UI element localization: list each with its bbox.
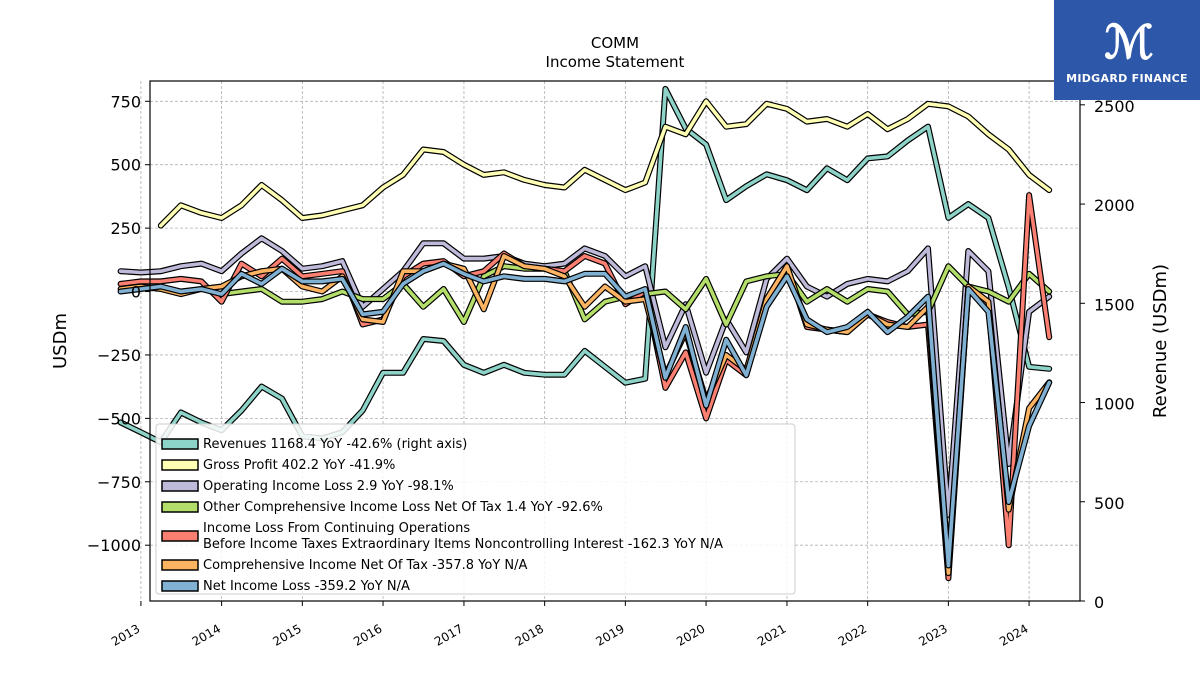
legend-swatch bbox=[161, 559, 199, 571]
legend-swatch bbox=[161, 480, 199, 492]
legend-item-income-loss-from-continuing-operations-before-income-taxes-extraordinary-items-noncontrolling-interest: Income Loss From Continuing Operations Be… bbox=[161, 521, 723, 552]
x-tick-label: 2018 bbox=[513, 621, 546, 648]
x-tick-label: 2023 bbox=[916, 621, 949, 648]
legend-item-revenues: Revenues 1168.4 YoY -42.6% (right axis) bbox=[161, 437, 467, 452]
legend-swatch bbox=[161, 459, 199, 471]
brand-name: MIDGARD FINANCE bbox=[1066, 72, 1188, 85]
left-tick-label: 250 bbox=[110, 219, 141, 238]
legend-swatch bbox=[161, 530, 199, 542]
series-line bbox=[118, 236, 1051, 517]
legend-label-line: Other Comprehensive Income Loss Net Of T… bbox=[203, 500, 603, 515]
x-tick-label: 2017 bbox=[432, 621, 465, 648]
legend-label-line: Revenues 1168.4 YoY -42.6% (right axis) bbox=[203, 437, 467, 452]
series-outline bbox=[157, 98, 1053, 229]
x-tick-label: 2024 bbox=[997, 621, 1030, 648]
x-tick-label: 2016 bbox=[351, 621, 384, 648]
left-axis-label: USDm bbox=[50, 313, 71, 369]
series-net-income-loss bbox=[117, 260, 1053, 569]
series-operating-income-loss bbox=[117, 235, 1053, 518]
legend-label: Comprehensive Income Net Of Tax -357.8 Y… bbox=[203, 558, 528, 573]
legend-label: Revenues 1168.4 YoY -42.6% (right axis) bbox=[203, 437, 467, 452]
x-tick-label: 2022 bbox=[836, 621, 869, 648]
left-tick-label: −500 bbox=[97, 409, 141, 428]
plot-frame bbox=[149, 80, 1081, 602]
x-tick-label: 2015 bbox=[270, 621, 303, 648]
left-tick-label: 750 bbox=[110, 92, 141, 111]
brand-mark-icon: ℳ bbox=[1104, 15, 1153, 69]
chart-title: COMM bbox=[591, 34, 639, 52]
left-tick-label: −1000 bbox=[87, 536, 141, 555]
legend-item-net-income-loss: Net Income Loss -359.2 YoY N/A bbox=[161, 579, 410, 594]
legend-label-line: Before Income Taxes Extraordinary Items … bbox=[203, 537, 723, 552]
legend-box bbox=[155, 423, 796, 595]
legend-item-comprehensive-income-net-of-tax: Comprehensive Income Net Of Tax -357.8 Y… bbox=[161, 558, 528, 573]
legend-label-line: Comprehensive Income Net Of Tax -357.8 Y… bbox=[203, 558, 528, 573]
series-line bbox=[118, 87, 1051, 445]
right-axis-label: Revenue (USDm) bbox=[1150, 264, 1171, 418]
right-tick-label: 0 bbox=[1094, 593, 1104, 612]
legend-swatch bbox=[161, 438, 199, 450]
legend-label: Operating Income Loss 2.9 YoY -98.1% bbox=[203, 479, 454, 494]
legend-swatch bbox=[161, 501, 199, 513]
left-tick-label: 0 bbox=[131, 283, 141, 302]
series-revenues bbox=[117, 85, 1053, 446]
left-tick-label: −750 bbox=[97, 473, 141, 492]
legend-label: Net Income Loss -359.2 YoY N/A bbox=[203, 579, 410, 594]
legend-item-gross-profit: Gross Profit 402.2 YoY -41.9% bbox=[161, 458, 395, 473]
x-tick-label: 2013 bbox=[109, 621, 142, 648]
left-axis-ticks: 750 500 250 0 −250 −500 −750 −1000 bbox=[87, 92, 150, 555]
right-tick-label: 2000 bbox=[1094, 196, 1135, 215]
x-tick-label: 2019 bbox=[593, 621, 626, 648]
series-layer bbox=[117, 85, 1053, 582]
left-tick-label: −250 bbox=[97, 346, 141, 365]
right-tick-label: 2500 bbox=[1094, 97, 1135, 116]
left-tick-label: 500 bbox=[110, 156, 141, 175]
legend-label-line: Operating Income Loss 2.9 YoY -98.1% bbox=[203, 479, 454, 494]
legend-item-other-comprehensive-income-loss-net-of-tax: Other Comprehensive Income Loss Net Of T… bbox=[161, 500, 603, 515]
legend-label-line: Net Income Loss -359.2 YoY N/A bbox=[203, 579, 410, 594]
right-tick-label: 500 bbox=[1094, 494, 1125, 513]
right-tick-label: 1000 bbox=[1094, 395, 1135, 414]
legend-label-line: Income Loss From Continuing Operations bbox=[203, 521, 470, 536]
legend-label-line: Gross Profit 402.2 YoY -41.9% bbox=[203, 458, 395, 473]
right-tick-label: 1500 bbox=[1094, 295, 1135, 314]
series-line bbox=[159, 99, 1051, 228]
chart-subtitle: Income Statement bbox=[546, 53, 685, 71]
legend-swatch bbox=[161, 580, 199, 592]
x-tick-label: 2021 bbox=[755, 621, 788, 648]
x-axis-ticks: 2013 2014 2015 2016 2017 2018 2019 2020 2021 2022… bbox=[109, 601, 1031, 649]
legend-label: Other Comprehensive Income Loss Net Of T… bbox=[203, 500, 603, 515]
legend-item-operating-income-loss: Operating Income Loss 2.9 YoY -98.1% bbox=[161, 479, 454, 494]
brand-logo: ℳ MIDGARD FINANCE bbox=[1054, 0, 1200, 100]
x-tick-label: 2014 bbox=[190, 621, 223, 648]
legend-label: Gross Profit 402.2 YoY -41.9% bbox=[203, 458, 395, 473]
x-tick-label: 2020 bbox=[674, 621, 707, 648]
series-gross-profit bbox=[157, 98, 1053, 229]
legend-label: Income Loss From Continuing Operations Be… bbox=[203, 521, 723, 552]
grid-lines bbox=[140, 81, 1080, 601]
right-axis-ticks: 2500 2000 1500 1000 500 0 bbox=[1080, 97, 1135, 612]
series-line bbox=[118, 261, 1051, 568]
legend: Revenues 1168.4 YoY -42.6% (right axis) G… bbox=[155, 423, 796, 595]
